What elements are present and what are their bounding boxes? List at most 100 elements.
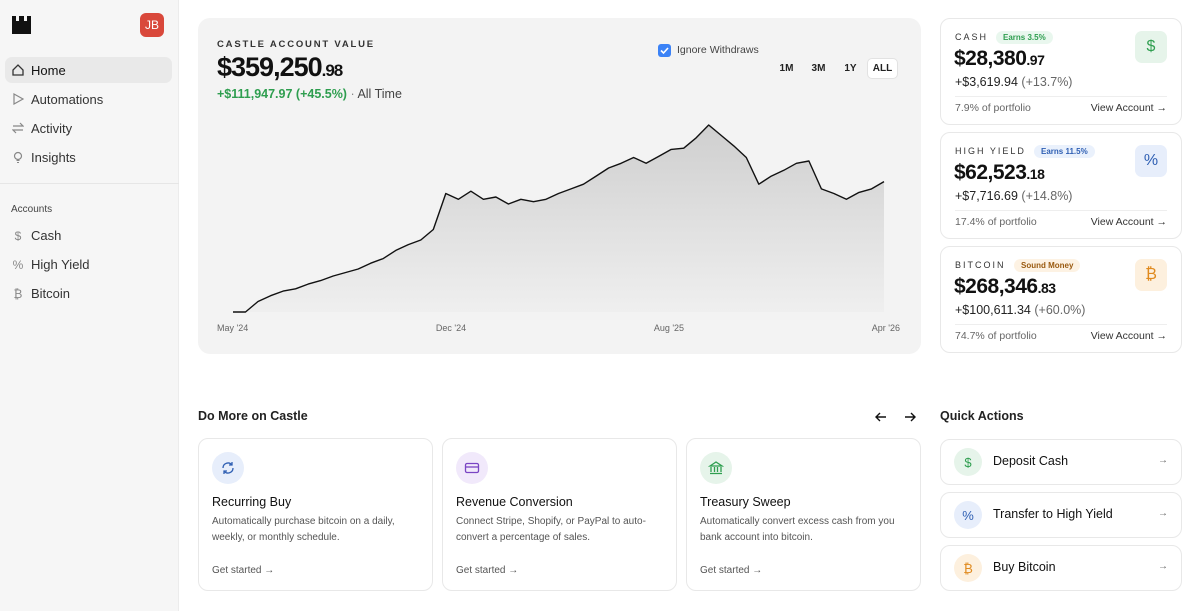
card-cta[interactable]: Get started → (700, 565, 763, 576)
account-icon: $ (1135, 31, 1167, 63)
icon (212, 452, 244, 484)
quick-action[interactable]: % Transfer to High Yield → (940, 492, 1182, 538)
nav-item[interactable]: % High Yield (5, 251, 172, 277)
view-account[interactable]: View Account → (1090, 330, 1167, 342)
section-title: Do More on Castle (198, 409, 308, 423)
icon: ₿ (954, 554, 982, 582)
balance-cents: .83 (1037, 280, 1056, 296)
icon (13, 151, 23, 163)
account-icon: ₿ (1135, 259, 1167, 291)
feature-card[interactable]: Treasury Sweep Automatically convert exc… (686, 438, 921, 591)
account-card: CASH Earns 3.5% $ $28,380.97 +$3,619.94 (+13… (940, 18, 1182, 125)
nav-item[interactable]: Home (5, 57, 172, 83)
change: +$100,611.34 (+60.0%) (955, 303, 1085, 317)
line (233, 124, 885, 313)
overview-card: CASTLE ACCOUNT VALUE $359,250.98 +$111,9… (198, 18, 921, 354)
checkbox-label: Ignore Withdraws (677, 44, 759, 56)
action-label: Transfer to High Yield (993, 507, 1113, 521)
change-percent: (+14.8%) (1021, 189, 1073, 203)
change: +$3,619.94 (+13.7%) (955, 75, 1072, 89)
logo (12, 16, 31, 34)
divider (0, 183, 179, 184)
change-percent: (+13.7%) (1021, 75, 1073, 89)
nav-item[interactable]: $ Cash (5, 222, 172, 248)
card-description: Automatically convert excess cash from y… (700, 516, 895, 543)
feature-card[interactable]: Revenue Conversion Connect Stripe, Shopi… (442, 438, 677, 591)
next-button[interactable] (903, 411, 917, 423)
change-amount: +$7,716.69 (955, 189, 1018, 203)
check (660, 47, 669, 55)
card-title: Recurring Buy (212, 495, 292, 509)
icon: $ (954, 448, 982, 476)
card-title: Treasury Sweep (700, 495, 791, 509)
overview-label: CASTLE ACCOUNT VALUE (217, 39, 375, 50)
quick-action[interactable]: ₿ Buy Bitcoin → (940, 545, 1182, 591)
x-tick-label: Aug '25 (653, 323, 685, 333)
sidebar: JB Home Automations Activity Insights Ac… (0, 0, 179, 611)
separator: · (350, 87, 355, 101)
balance: $62,523.18 (954, 161, 1045, 185)
balance-main: $28,380 (954, 47, 1027, 70)
divider (955, 96, 1167, 97)
card-cta[interactable]: Get started → (212, 565, 275, 576)
nav-label: Insights (31, 149, 76, 165)
icon: % (12, 258, 24, 272)
divider (955, 324, 1167, 325)
card-description: Connect Stripe, Shopify, or PayPal to au… (456, 516, 646, 543)
icon (13, 93, 24, 105)
value-cents: .98 (321, 61, 344, 80)
account-icon: % (1135, 145, 1167, 177)
nav-item[interactable]: Insights (5, 144, 172, 170)
range-button[interactable]: 3M (811, 63, 826, 74)
chevron: → (1158, 561, 1168, 572)
x-axis: May '24 Dec '24 Aug '25 Apr '26 (217, 323, 900, 333)
nav-item[interactable]: Automations (5, 86, 172, 112)
account-name: BITCOIN (955, 260, 1006, 270)
action-label: Buy Bitcoin (993, 560, 1056, 574)
view-account[interactable]: View Account → (1090, 102, 1167, 114)
change-amount: +$3,619.94 (955, 75, 1018, 89)
nav-item[interactable]: Activity (5, 115, 172, 141)
checkbox[interactable] (658, 44, 671, 57)
change: +$111,947.97 (+45.5%) (217, 87, 347, 101)
section-heading: Accounts (11, 204, 53, 215)
icon (456, 452, 488, 484)
prev-button[interactable] (874, 411, 888, 423)
icon: ₿ (13, 287, 23, 301)
badge: Earns 11.5% (1034, 145, 1095, 158)
value-main: $359,250 (217, 52, 323, 82)
range-button[interactable]: 1Y (844, 63, 857, 74)
account-name: HIGH YIELD (955, 146, 1026, 156)
account-card: HIGH YIELD Earns 11.5%% $62,523.18 +$7,716.… (940, 132, 1182, 239)
x-tick-label: Dec '24 (435, 323, 467, 333)
account-card: BITCOIN Sound Money ₿ $268,346.83 +$100,611.… (940, 246, 1182, 353)
card-title: Revenue Conversion (456, 495, 573, 509)
icon: % (954, 501, 982, 529)
icon (700, 452, 732, 484)
feature-card[interactable]: Recurring Buy Automatically purchase bit… (198, 438, 433, 591)
x-tick-label: Apr '26 (871, 323, 900, 333)
card-cta[interactable]: Get started → (456, 565, 519, 576)
icon: $ (14, 229, 22, 243)
avatar[interactable]: JB (140, 13, 164, 37)
balance-main: $62,523 (954, 161, 1027, 184)
badge: Earns 3.5% (996, 31, 1053, 44)
range-button[interactable]: ALL (867, 58, 898, 79)
chevron: → (1158, 455, 1168, 466)
period: All Time (357, 87, 402, 101)
range-button[interactable]: 1M (779, 63, 794, 74)
nav-label: Automations (31, 91, 104, 107)
nav-label: Activity (31, 120, 73, 136)
nav-item[interactable]: ₿ Bitcoin (5, 280, 172, 306)
portfolio-share: 7.9% of portfolio (955, 102, 1031, 114)
portfolio-share: 17.4% of portfolio (955, 216, 1037, 228)
area (233, 125, 884, 312)
action-label: Deposit Cash (993, 454, 1069, 468)
account-name: CASH (955, 32, 989, 42)
view-account[interactable]: View Account → (1090, 216, 1167, 228)
chevron: → (1158, 508, 1168, 519)
quick-action[interactable]: $ Deposit Cash → (940, 439, 1182, 485)
balance-cents: .18 (1026, 166, 1045, 182)
change-row: +$111,947.97 (+45.5%) · All Time (217, 87, 402, 101)
